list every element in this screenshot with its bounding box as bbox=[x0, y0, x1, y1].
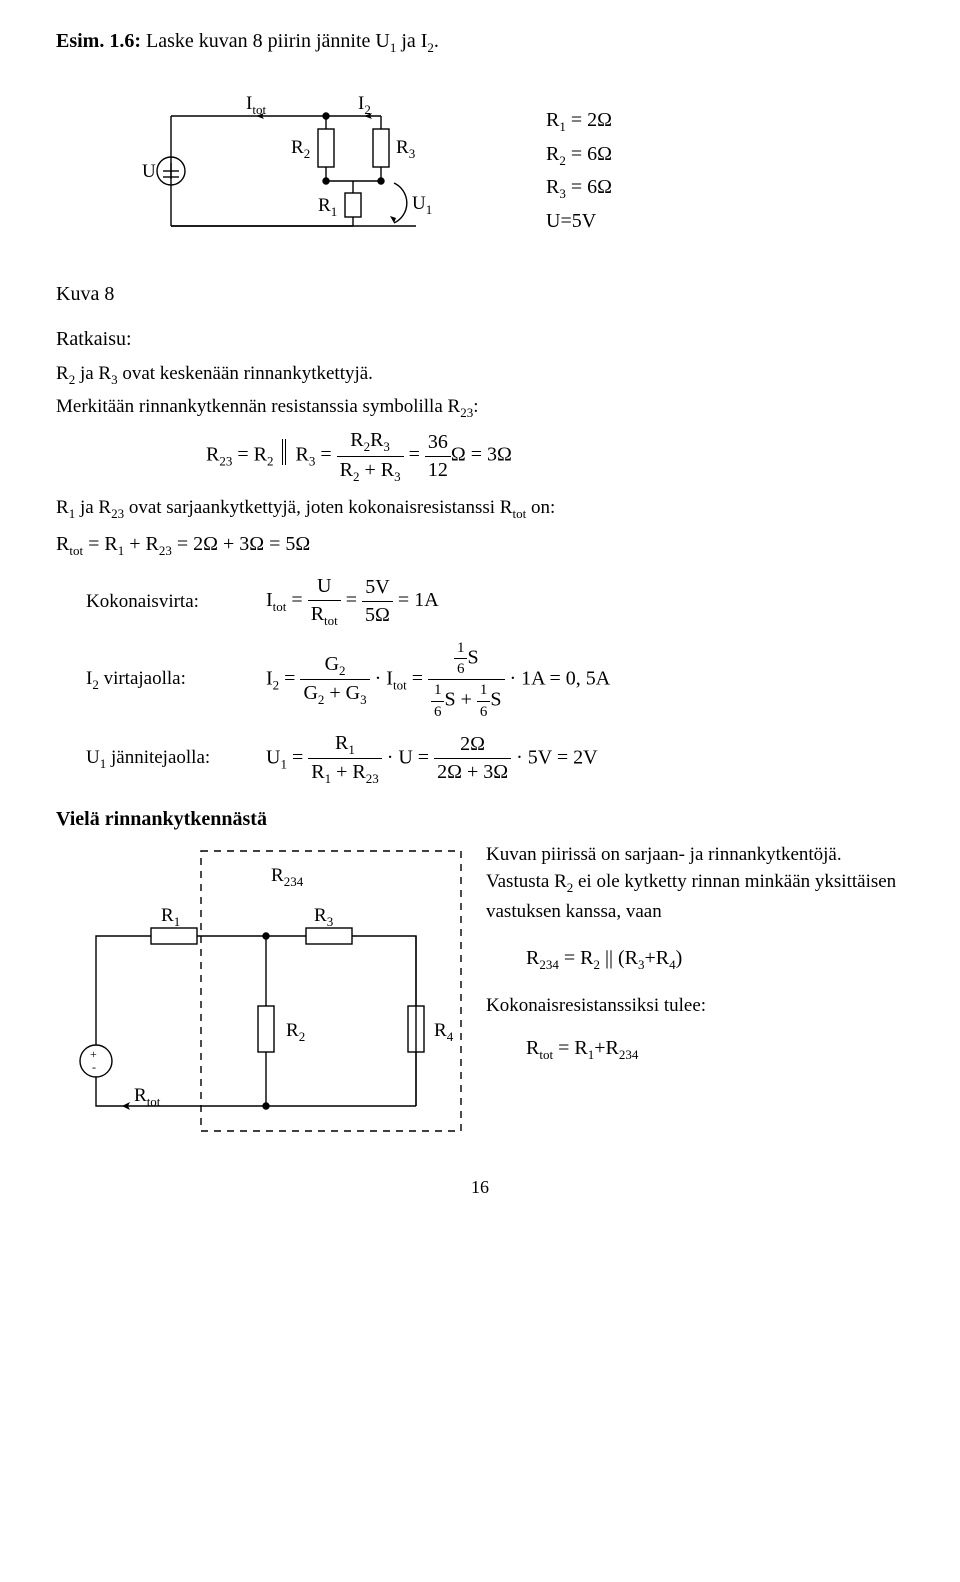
lbl-R2: R2 bbox=[286, 1020, 305, 1044]
row-kokonaisvirta: Kokonaisvirta: Itot = URtot = 5V5Ω = 1A bbox=[86, 573, 904, 630]
solution-line-2: Merkitään rinnankytkennän resistanssia s… bbox=[56, 394, 904, 421]
lbl-R2: R2 bbox=[291, 137, 310, 161]
circuit-diagram-2: + - R bbox=[56, 841, 476, 1141]
given-R3: R3 = 6Ω bbox=[546, 171, 612, 205]
row2-label: I2 virtajaolla: bbox=[86, 666, 266, 693]
solution-line-3: R1 ja R23 ovat sarjaankytkettyjä, joten … bbox=[56, 495, 904, 522]
given-R1: R1 = 2Ω bbox=[546, 104, 612, 138]
lbl-R3: R3 bbox=[314, 905, 333, 929]
row3-label: U1 jännitejaolla: bbox=[86, 745, 266, 772]
equation-Rtot2: Rtot = R1+R234 bbox=[526, 1034, 904, 1065]
circuit-diagram-1: U Itot I2 R2 R3 R1 U1 bbox=[136, 71, 496, 271]
right-para-1: Kuvan piirissä on sarjaan- ja rinnankytk… bbox=[486, 841, 904, 926]
row-virtajaolla: I2 virtajaolla: I2 = G2G2 + G3 · Itot = … bbox=[86, 638, 904, 722]
lbl-R234: R234 bbox=[271, 865, 304, 889]
lbl-Rtot: Rtot bbox=[134, 1085, 161, 1109]
lbl-U: U bbox=[142, 161, 156, 182]
title-mid: ja I bbox=[396, 30, 427, 52]
section-heading: Vielä rinnankytkennästä bbox=[56, 806, 904, 833]
example-title: Esim. 1.6: Laske kuvan 8 piirin jännite … bbox=[56, 28, 904, 57]
lbl-U1: U1 bbox=[412, 193, 432, 217]
given-U: U=5V bbox=[546, 205, 612, 237]
row1-label: Kokonaisvirta: bbox=[86, 589, 266, 615]
lbl-R3: R3 bbox=[396, 137, 415, 161]
right-para-2: Kokonaisresistanssiksi tulee: bbox=[486, 992, 904, 1020]
lbl-Itot: Itot bbox=[246, 93, 266, 117]
equation-rows: Kokonaisvirta: Itot = URtot = 5V5Ω = 1A … bbox=[86, 573, 904, 788]
row-jannitejaolla: U1 jännitejaolla: U1 = R1R1 + R23 · U = … bbox=[86, 730, 904, 788]
title-end: . bbox=[434, 30, 439, 52]
lbl-R4: R4 bbox=[434, 1020, 454, 1044]
svg-text:+: + bbox=[90, 1047, 97, 1061]
given-values: R1 = 2Ω R2 = 6Ω R3 = 6Ω U=5V bbox=[546, 104, 612, 237]
page-number: 16 bbox=[56, 1175, 904, 1199]
title-prefix: Esim. 1.6: bbox=[56, 30, 141, 52]
lbl-R1: R1 bbox=[161, 905, 180, 929]
right-text: Kuvan piirissä on sarjaan- ja rinnankytk… bbox=[476, 841, 904, 1141]
lbl-R1: R1 bbox=[318, 195, 337, 219]
equation-R23: R23 = R2 R3 = R2R3R2 + R3 = 3612Ω = 3Ω bbox=[206, 427, 904, 485]
solution-line-1: R2 ja R3 ovat keskenään rinnankytkettyjä… bbox=[56, 361, 904, 388]
given-R2: R2 = 6Ω bbox=[546, 138, 612, 172]
equation-R234: R234 = R2 || (R3+R4) bbox=[526, 944, 904, 975]
figure-caption: Kuva 8 bbox=[56, 281, 904, 308]
title-body: Laske kuvan 8 piirin jännite U bbox=[141, 30, 390, 52]
svg-text:-: - bbox=[92, 1060, 96, 1074]
equation-Rtot: Rtot = R1 + R23 = 2Ω + 3Ω = 5Ω bbox=[56, 531, 904, 560]
lbl-I2: I2 bbox=[358, 93, 371, 117]
solution-heading: Ratkaisu: bbox=[56, 326, 904, 353]
